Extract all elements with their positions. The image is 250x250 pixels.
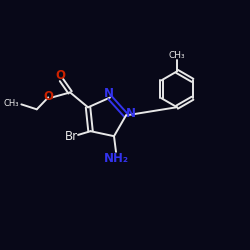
Text: N: N: [104, 87, 114, 100]
Text: CH₃: CH₃: [169, 51, 185, 60]
Text: O: O: [55, 69, 65, 82]
Text: N: N: [126, 107, 136, 120]
Text: O: O: [43, 90, 53, 103]
Text: NH₂: NH₂: [104, 152, 128, 164]
Text: CH₃: CH₃: [3, 98, 19, 108]
Text: Br: Br: [65, 130, 78, 143]
